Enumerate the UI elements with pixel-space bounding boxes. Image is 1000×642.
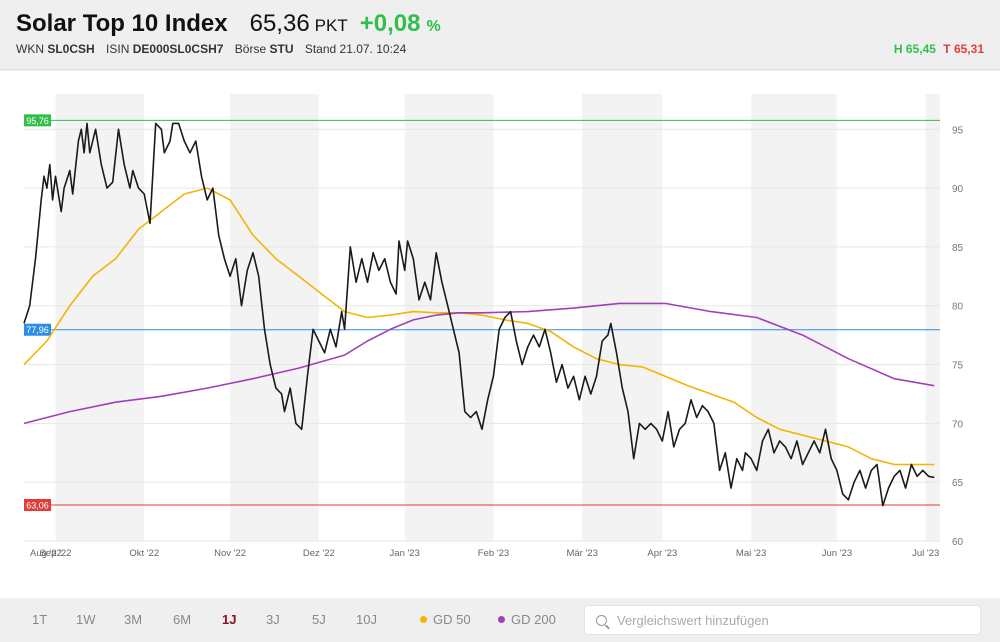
y-tick-label: 95 — [952, 125, 964, 136]
timeframe-1w[interactable]: 1W — [76, 612, 96, 627]
exchange-value: STU — [269, 42, 294, 56]
compare-input[interactable] — [617, 612, 957, 628]
month-bands — [55, 94, 940, 541]
gridlines — [24, 128, 940, 542]
timestamp: Stand 21.07. 10:24 — [304, 42, 407, 56]
price-chart[interactable]: 95,76 77,96 63,06 95 90 85 80 75 70 65 60 Aug '22… — [0, 71, 1000, 598]
gd50-label: GD 50 — [433, 612, 471, 627]
day-high: H 65,45 — [893, 42, 936, 56]
timeframe-3j[interactable]: 3J — [266, 612, 280, 627]
timeframe-3m[interactable]: 3M — [124, 612, 143, 627]
price-change: +0,08 — [359, 10, 421, 37]
search-icon — [596, 614, 607, 626]
timeframe-5j[interactable]: 5J — [312, 612, 326, 627]
price-unit: PKT — [314, 16, 348, 35]
x-tick-label: Jan '23 — [390, 548, 420, 559]
gd50-line — [23, 187, 935, 466]
wkn-value: SL0CSH — [47, 42, 95, 56]
month-band — [582, 94, 663, 541]
y-tick-label: 75 — [952, 361, 964, 372]
reference-label: 95,76 — [26, 116, 49, 126]
month-band — [55, 94, 145, 541]
security-meta: WKN SL0CSH ISIN DE000SL0CSH7 Börse STU S… — [16, 42, 406, 56]
x-tick-label: Mär '23 — [566, 548, 597, 559]
wkn-label: WKN — [16, 42, 44, 56]
index-price: 65,36 — [249, 10, 310, 37]
day-low: T 65,31 — [943, 42, 984, 56]
month-band — [230, 94, 319, 541]
gd50-dot-icon — [420, 616, 427, 623]
x-tick-label: Jul '23 — [912, 548, 939, 559]
exchange-label: Börse — [234, 42, 267, 56]
legend-gd50[interactable]: GD 50 — [420, 612, 471, 627]
compare-search-box[interactable] — [584, 605, 981, 635]
gd200-dot-icon — [498, 616, 505, 623]
month-band — [925, 94, 940, 541]
timeframe-6m[interactable]: 6M — [173, 612, 192, 627]
reference-tag — [24, 114, 51, 127]
month-band — [751, 94, 837, 541]
price-line — [23, 122, 935, 507]
timeframe-10j[interactable]: 10J — [356, 612, 377, 627]
y-axis-labels: 95 90 85 80 75 70 65 60 — [952, 125, 964, 548]
y-tick-label: 80 — [952, 302, 964, 313]
month-band — [404, 94, 494, 541]
y-tick-label: 90 — [952, 184, 964, 195]
gd200-label: GD 200 — [511, 612, 556, 627]
x-tick-label: Apr '23 — [647, 548, 677, 559]
isin-value: DE000SL0CSH7 — [132, 42, 224, 56]
series-lines — [23, 122, 935, 507]
index-name: Solar Top 10 Index — [16, 10, 228, 37]
x-tick-label: Mai '23 — [736, 548, 766, 559]
gd200-line — [23, 302, 935, 425]
x-tick-label: Jun '23 — [822, 548, 852, 559]
y-tick-label: 85 — [952, 243, 964, 254]
timeframe-1t[interactable]: 1T — [32, 612, 48, 627]
isin-label: ISIN — [106, 42, 130, 56]
reference-tag — [24, 323, 51, 336]
x-tick-label: Feb '23 — [478, 548, 509, 559]
title-row: Solar Top 10 Index 65,36 PKT +0,08 % — [16, 10, 441, 38]
reference-label: 63,06 — [26, 501, 49, 511]
x-tick-label: Sep '22 — [40, 548, 72, 559]
quote-header: Solar Top 10 Index 65,36 PKT +0,08 % WKN… — [0, 0, 1000, 70]
reference-label: 77,96 — [26, 325, 49, 335]
chart-toolbar: 1T 1W 3M 6M 1J 3J 5J 10J GD 50 GD 200 — [0, 598, 1000, 642]
x-tick-label: Okt '22 — [129, 548, 159, 559]
x-tick-label: Aug '22 — [30, 548, 62, 559]
x-tick-label: Nov '22 — [214, 548, 246, 559]
y-tick-label: 70 — [952, 419, 964, 430]
y-tick-label: 60 — [952, 537, 964, 548]
chart-area[interactable]: 95,76 77,96 63,06 95 90 85 80 75 70 65 60 Aug '22… — [0, 71, 1000, 598]
timeframe-1j[interactable]: 1J — [222, 612, 237, 627]
high-low: H 65,45 T 65,31 — [894, 42, 984, 56]
reference-tag — [24, 499, 51, 512]
y-tick-label: 65 — [952, 478, 964, 489]
legend-gd200[interactable]: GD 200 — [498, 612, 556, 627]
price-change-percent: % — [426, 18, 441, 35]
x-tick-label: Dez '22 — [303, 548, 335, 559]
